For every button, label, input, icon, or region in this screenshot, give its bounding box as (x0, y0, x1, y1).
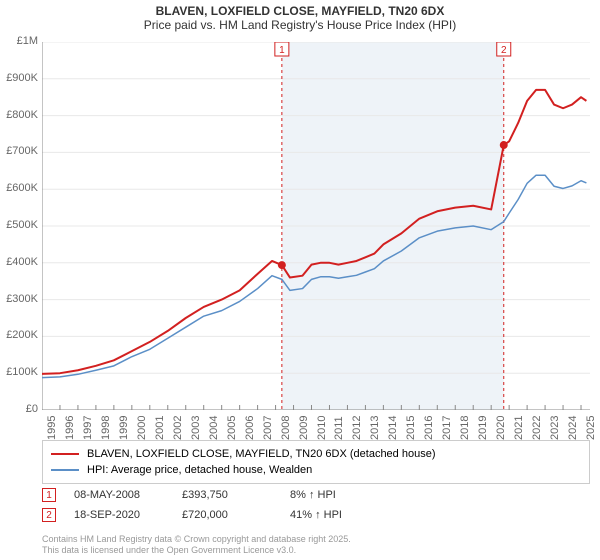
x-tick-label: 2021 (513, 416, 525, 440)
svg-text:2: 2 (501, 45, 507, 56)
x-tick-label: 2017 (441, 416, 453, 440)
x-tick-label: 2011 (333, 416, 345, 440)
y-tick-label: £100K (2, 366, 38, 378)
x-tick-label: 2025 (585, 416, 597, 440)
y-tick-label: £1M (2, 35, 38, 47)
x-tick-label: 2013 (369, 416, 381, 440)
x-tick-label: 2012 (351, 416, 363, 440)
marker-diff: 8% ↑ HPI (290, 489, 380, 501)
x-tick-label: 2016 (423, 416, 435, 440)
legend-label: BLAVEN, LOXFIELD CLOSE, MAYFIELD, TN20 6… (87, 448, 435, 460)
legend-item: BLAVEN, LOXFIELD CLOSE, MAYFIELD, TN20 6… (51, 446, 581, 462)
legend-label: HPI: Average price, detached house, Weal… (87, 464, 312, 476)
x-tick-label: 2005 (226, 416, 238, 440)
x-tick-label: 2010 (316, 416, 328, 440)
legend-swatch (51, 453, 79, 455)
y-tick-label: £900K (2, 72, 38, 84)
y-tick-label: £700K (2, 145, 38, 157)
x-tick-label: 2018 (459, 416, 471, 440)
marker-number-box: 2 (42, 508, 56, 522)
chart-plot-area: 12 (42, 42, 590, 410)
chart-title: BLAVEN, LOXFIELD CLOSE, MAYFIELD, TN20 6… (0, 0, 600, 18)
x-tick-label: 2000 (136, 416, 148, 440)
x-tick-label: 2014 (387, 416, 399, 440)
y-tick-label: £300K (2, 293, 38, 305)
copyright-line-2: This data is licensed under the Open Gov… (42, 545, 590, 556)
svg-text:1: 1 (279, 45, 285, 56)
copyright-line-1: Contains HM Land Registry data © Crown c… (42, 534, 590, 545)
x-tick-label: 1995 (46, 416, 58, 440)
y-tick-label: £600K (2, 182, 38, 194)
x-tick-label: 2006 (244, 416, 256, 440)
y-tick-label: £0 (2, 403, 38, 415)
x-tick-label: 2007 (262, 416, 274, 440)
marker-date: 18-SEP-2020 (74, 509, 164, 521)
x-tick-label: 2022 (531, 416, 543, 440)
x-tick-label: 2009 (298, 416, 310, 440)
marker-price: £720,000 (182, 509, 272, 521)
x-tick-label: 1996 (64, 416, 76, 440)
chart-subtitle: Price paid vs. HM Land Registry's House … (0, 18, 600, 38)
x-tick-label: 1998 (100, 416, 112, 440)
y-tick-label: £500K (2, 219, 38, 231)
marker-row: 1 08-MAY-2008 £393,750 8% ↑ HPI (42, 488, 590, 502)
x-tick-label: 2024 (567, 416, 579, 440)
marker-diff: 41% ↑ HPI (290, 509, 380, 521)
x-tick-label: 2020 (495, 416, 507, 440)
x-tick-label: 2002 (172, 416, 184, 440)
chart-svg: 12 (42, 42, 590, 410)
marker-date: 08-MAY-2008 (74, 489, 164, 501)
x-tick-label: 1999 (118, 416, 130, 440)
legend-box: BLAVEN, LOXFIELD CLOSE, MAYFIELD, TN20 6… (42, 440, 590, 484)
x-tick-label: 2008 (280, 416, 292, 440)
legend-swatch (51, 469, 79, 471)
y-tick-label: £800K (2, 109, 38, 121)
marker-number-box: 1 (42, 488, 56, 502)
x-tick-label: 2019 (477, 416, 489, 440)
legend-item: HPI: Average price, detached house, Weal… (51, 462, 581, 478)
copyright-text: Contains HM Land Registry data © Crown c… (42, 534, 590, 556)
x-tick-label: 1997 (82, 416, 94, 440)
x-tick-label: 2023 (549, 416, 561, 440)
chart-container: BLAVEN, LOXFIELD CLOSE, MAYFIELD, TN20 6… (0, 0, 600, 560)
marker-row: 2 18-SEP-2020 £720,000 41% ↑ HPI (42, 508, 590, 522)
y-tick-label: £400K (2, 256, 38, 268)
marker-price: £393,750 (182, 489, 272, 501)
x-tick-label: 2001 (154, 416, 166, 440)
x-tick-label: 2003 (190, 416, 202, 440)
x-tick-label: 2004 (208, 416, 220, 440)
y-tick-label: £200K (2, 329, 38, 341)
x-tick-label: 2015 (405, 416, 417, 440)
